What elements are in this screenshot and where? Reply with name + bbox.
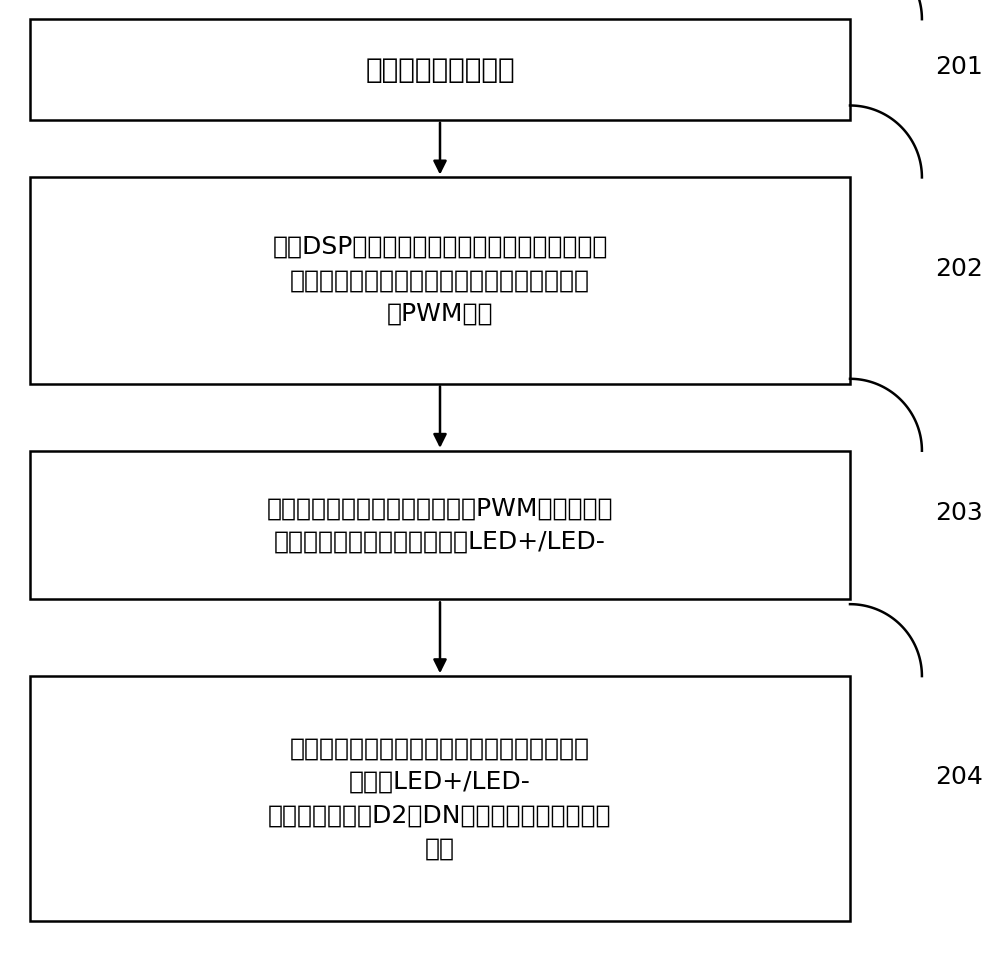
Text: 利用摄像头拍摄画面: 利用摄像头拍摄画面 bbox=[365, 56, 515, 83]
Text: 203: 203 bbox=[935, 501, 983, 526]
Bar bbox=[30, 177, 850, 384]
Text: 利用以串连、并联或串并联组合方式连接于输
出电压LED+/LED-
间的多个红外灯D2－DN产生红外光以照亮黑暗
环境: 利用以串连、并联或串并联组合方式连接于输 出电压LED+/LED- 间的多个红外… bbox=[268, 737, 612, 860]
Text: 202: 202 bbox=[935, 256, 983, 281]
Text: 利用DSP处理器将摄像头拍摄的画面进行分区获
取画面区域最高亮度并输出占空比随亮度变化
的PWM信号: 利用DSP处理器将摄像头拍摄的画面进行分区获 取画面区域最高亮度并输出占空比随亮… bbox=[272, 235, 608, 326]
Text: 204: 204 bbox=[935, 764, 983, 789]
Bar bbox=[30, 19, 850, 120]
Text: 利用红外电压调整模块在输出的PWM信号的控制
下产生随亮度变化的输出电压LED+/LED-: 利用红外电压调整模块在输出的PWM信号的控制 下产生随亮度变化的输出电压LED+… bbox=[267, 497, 613, 553]
Text: 201: 201 bbox=[935, 55, 983, 80]
Bar bbox=[30, 451, 850, 599]
Bar bbox=[30, 676, 850, 921]
